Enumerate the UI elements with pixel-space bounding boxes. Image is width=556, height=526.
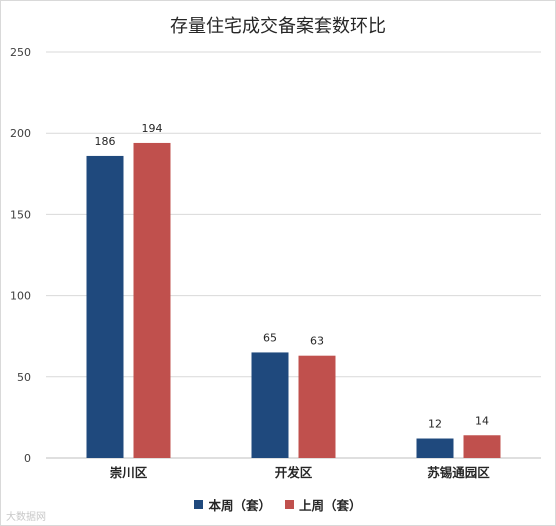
- bar-this-week-0: [86, 155, 124, 458]
- watermark: 大数据网: [6, 512, 46, 523]
- y-tick-label: 100: [10, 290, 31, 303]
- data-label: 65: [263, 331, 277, 344]
- legend-item-this-week: 本周（套）: [194, 495, 271, 514]
- data-label: 194: [142, 122, 163, 135]
- y-tick-label: 50: [17, 371, 31, 384]
- data-label: 186: [95, 135, 116, 148]
- legend-item-last-week: 上周（套）: [285, 495, 362, 514]
- y-tick-label: 0: [24, 452, 31, 465]
- chart-title: 存量住宅成交备案套数环比: [170, 16, 386, 37]
- y-tick-label: 200: [10, 127, 31, 140]
- bar-last-week-1: [298, 355, 336, 458]
- x-category-label: 崇川区: [110, 465, 148, 480]
- bar-this-week-2: [416, 438, 454, 458]
- bar-last-week-2: [463, 435, 501, 458]
- chart-legend: 本周（套） 上周（套）: [0, 495, 556, 514]
- data-label: 12: [428, 418, 442, 431]
- y-tick-label: 250: [10, 46, 31, 59]
- bar-last-week-0: [133, 142, 171, 458]
- x-category-label: 苏锡通园区: [427, 465, 490, 480]
- legend-swatch-this-week: [194, 500, 204, 509]
- bar-this-week-1: [251, 352, 289, 458]
- data-label: 14: [475, 414, 489, 427]
- legend-label-this-week: 本周（套）: [208, 498, 271, 513]
- y-tick-label: 150: [10, 208, 31, 221]
- legend-label-last-week: 上周（套）: [299, 498, 362, 513]
- legend-swatch-last-week: [285, 500, 294, 509]
- x-category-label: 开发区: [275, 465, 313, 480]
- data-label: 63: [310, 335, 324, 348]
